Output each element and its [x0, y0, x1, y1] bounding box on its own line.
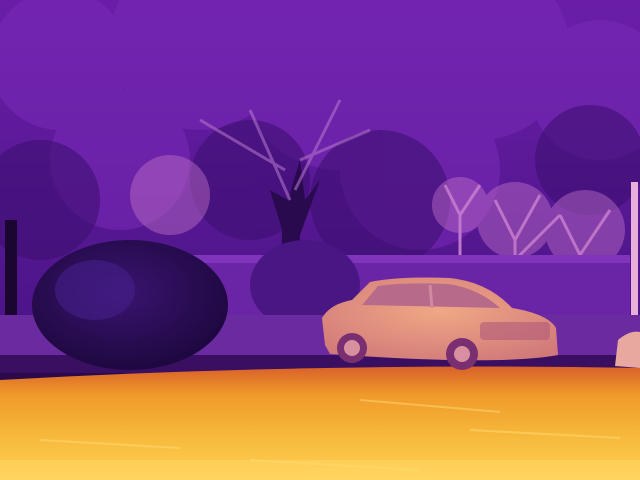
road	[0, 366, 640, 480]
car-edge-right	[615, 331, 640, 368]
car-pillar	[428, 284, 434, 309]
post-left	[5, 220, 17, 315]
tree-branches	[199, 99, 371, 201]
lamp-post	[631, 182, 638, 352]
tree-background-right-foliage	[130, 155, 625, 270]
car-front	[480, 322, 550, 340]
road-hot-band	[0, 460, 640, 480]
canopy-shadows	[0, 105, 640, 270]
shrub-highlight	[55, 260, 135, 320]
car	[322, 277, 558, 370]
hedge-top	[190, 255, 630, 263]
